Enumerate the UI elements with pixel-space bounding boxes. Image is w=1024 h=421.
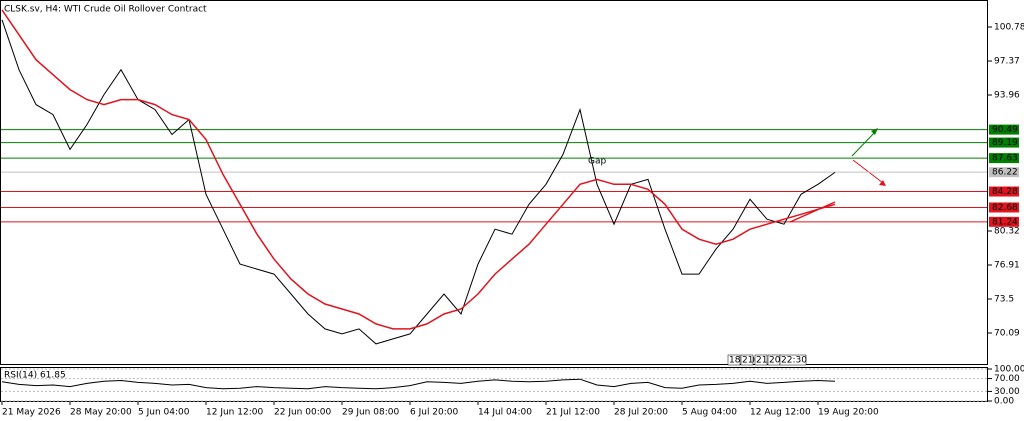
level-label-bg [989, 186, 1019, 197]
up-arrow-head [871, 128, 878, 135]
level-label-bg [989, 124, 1019, 135]
y-tick-label: 0.00 [994, 397, 1014, 407]
main-pane [0, 0, 988, 365]
y-tick-label: 76.91 [994, 261, 1020, 271]
y-tick-label: 80.32 [994, 227, 1020, 237]
time-marker-bg [754, 354, 768, 366]
x-tick-label: 12 Aug 12:00 [750, 408, 811, 418]
x-tick-label: 5 Jun 04:00 [138, 408, 190, 418]
series-line [1, 19, 836, 345]
series-line [1, 9, 836, 330]
rsi-pane [0, 367, 988, 402]
time-marker-bg [727, 354, 741, 366]
y-tick-label: 97.37 [994, 57, 1020, 67]
level-label: 86.22 [992, 168, 1018, 178]
time-marker: 20 [769, 356, 781, 366]
y-tick-label: 70.00 [994, 374, 1020, 384]
rsi-title: RSI(14) 61.85 [4, 371, 66, 381]
x-tick-label: 22 Jun 00:00 [274, 408, 331, 418]
x-tick-label: 21 May 2026 [2, 408, 61, 418]
time-marker: 22:30 [781, 356, 807, 366]
x-tick-label: 29 Jun 08:00 [342, 408, 399, 418]
x-tick-label: 28 Jul 20:00 [614, 408, 668, 418]
time-marker: 21 [742, 356, 753, 366]
trend-line [789, 201, 836, 223]
level-label-bg [989, 137, 1019, 148]
x-tick-label: 14 Jul 04:00 [478, 408, 532, 418]
y-tick-label: 73.5 [994, 294, 1014, 304]
x-tick-label: 5 Aug 04:00 [682, 408, 737, 418]
level-label-bg [989, 216, 1019, 227]
up-arrow [851, 130, 877, 157]
time-marker-bg [740, 354, 754, 366]
level-label: 89.19 [992, 138, 1018, 148]
level-label-bg [989, 167, 1019, 178]
y-tick-label: 100.78 [994, 23, 1024, 33]
y-tick-label: 93.96 [994, 91, 1020, 101]
y-tick-label: 30.00 [994, 387, 1020, 397]
y-tick-label: 100.00 [994, 365, 1024, 375]
chart-title: CLSK.sv, H4: WTI Crude Oil Rollover Cont… [4, 5, 207, 15]
x-tick-label: 21 Jul 12:00 [546, 408, 600, 418]
level-label: 82.68 [992, 203, 1018, 213]
annotation: Gap [588, 157, 606, 167]
x-tick-label: 28 May 20:00 [70, 408, 132, 418]
down-arrow-head [879, 180, 886, 186]
level-label: 81.24 [992, 217, 1018, 227]
time-marker: 21 [756, 356, 767, 366]
level-label-bg [989, 153, 1019, 164]
level-label: 84.28 [992, 187, 1018, 197]
series-line [1, 378, 836, 390]
y-tick-label: 70.09 [994, 328, 1020, 338]
down-arrow [852, 159, 884, 184]
level-label: 87.63 [992, 154, 1018, 164]
level-label-bg [989, 202, 1019, 213]
level-label: 90.49 [992, 125, 1018, 135]
x-tick-label: 12 Jun 12:00 [206, 408, 263, 418]
x-tick-label: 6 Jul 20:00 [410, 408, 459, 418]
time-marker-bg [779, 354, 807, 366]
x-tick-label: 19 Aug 20:00 [818, 408, 879, 418]
